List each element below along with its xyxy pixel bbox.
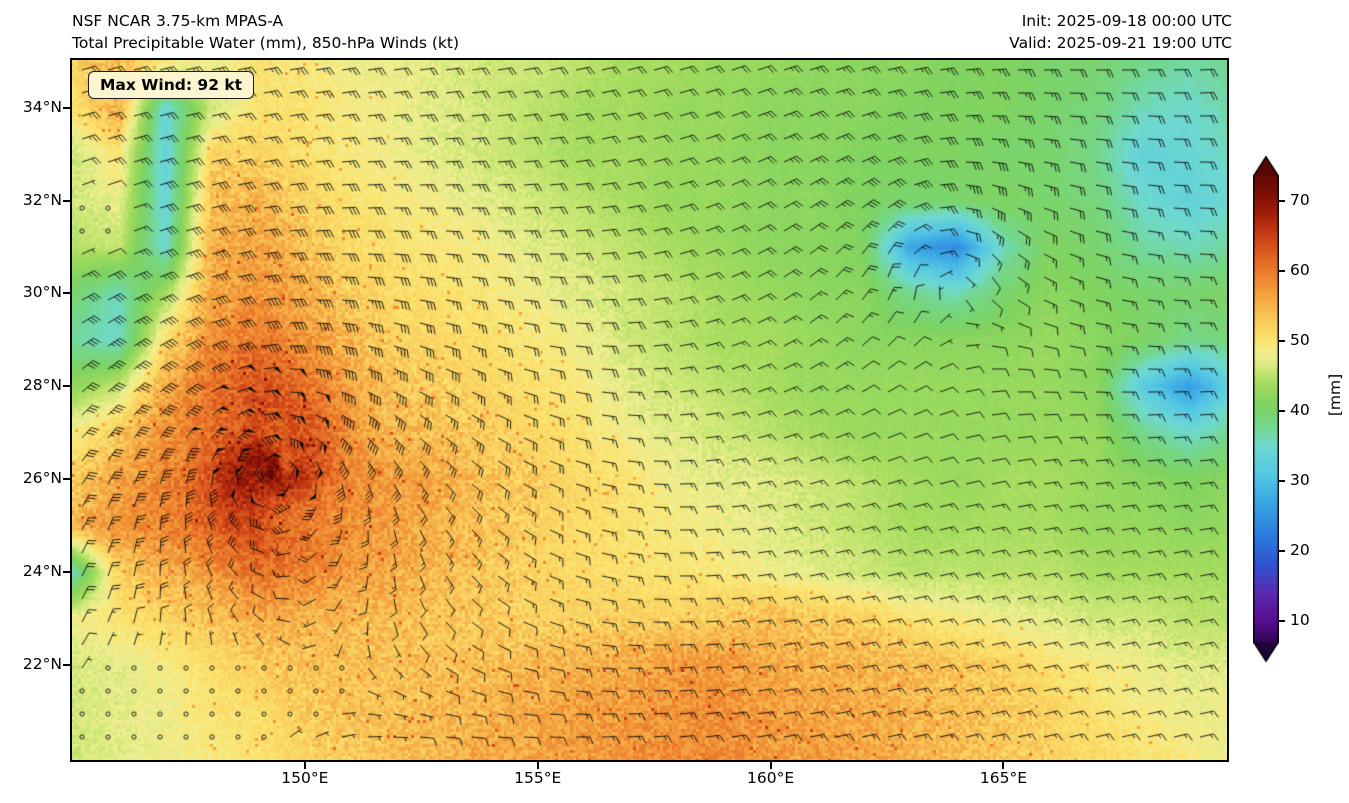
colorbar: [1253, 156, 1279, 664]
y-tick-label: 28°N: [22, 376, 62, 395]
colorbar-tick-label: 10: [1290, 611, 1310, 629]
max-wind-badge: Max Wind: 92 kt: [88, 71, 255, 99]
y-tick-label: 22°N: [22, 654, 62, 673]
tpw-wind-map-canvas: [72, 60, 1227, 760]
colorbar-tick-label: 20: [1290, 541, 1310, 559]
colorbar-tick-mark: [1279, 480, 1285, 482]
colorbar-tick-label: 50: [1290, 331, 1310, 349]
x-tick-label: 165°E: [979, 769, 1027, 787]
y-tick-mark: [63, 571, 70, 573]
y-tick-mark: [63, 663, 70, 666]
y-tick-label: 30°N: [22, 283, 62, 302]
time-block: Init: 2025-09-18 00:00 UTC Valid: 2025-0…: [1009, 10, 1232, 54]
y-tick-label: 34°N: [22, 97, 62, 116]
y-tick-mark: [63, 199, 70, 202]
y-tick-label: 26°N: [22, 469, 62, 488]
x-tick-mark: [769, 762, 772, 769]
y-tick-mark: [63, 292, 70, 295]
y-tick-mark: [63, 106, 70, 109]
model-title-block: NSF NCAR 3.75-km MPAS-A Total Precipitab…: [72, 10, 459, 54]
max-wind-label: Max Wind: 92 kt: [100, 76, 243, 94]
y-tick-mark: [63, 478, 70, 481]
colorbar-tick-label: 40: [1290, 401, 1310, 419]
field-title: Total Precipitable Water (mm), 850-hPa W…: [72, 34, 460, 52]
model-title: NSF NCAR 3.75-km MPAS-A: [72, 12, 284, 30]
x-tick-label: 160°E: [747, 769, 795, 787]
y-tick-mark: [63, 385, 70, 388]
y-tick-label: 32°N: [22, 190, 62, 209]
colorbar-tick-mark: [1279, 620, 1285, 622]
init-time: Init: 2025-09-18 00:00 UTC: [1021, 12, 1232, 30]
x-tick-mark: [536, 762, 539, 769]
x-tick-mark: [1002, 762, 1005, 769]
colorbar-tick-label: 30: [1290, 471, 1310, 489]
colorbar-tick-mark: [1279, 200, 1285, 202]
colorbar-tick-label: 60: [1290, 261, 1310, 279]
x-tick-mark: [303, 762, 306, 769]
colorbar-tick-mark: [1279, 550, 1285, 552]
y-tick-label: 24°N: [22, 562, 62, 580]
colorbar-tick-mark: [1279, 270, 1285, 272]
valid-time: Valid: 2025-09-21 19:00 UTC: [1009, 34, 1232, 52]
x-tick-label: 155°E: [514, 769, 562, 787]
colorbar-tick-mark: [1279, 410, 1285, 412]
x-tick-label: 150°E: [281, 769, 329, 787]
colorbar-tick-label: 70: [1290, 191, 1310, 209]
colorbar-unit-label: [mm]: [1326, 373, 1344, 417]
colorbar-tick-mark: [1279, 340, 1285, 342]
